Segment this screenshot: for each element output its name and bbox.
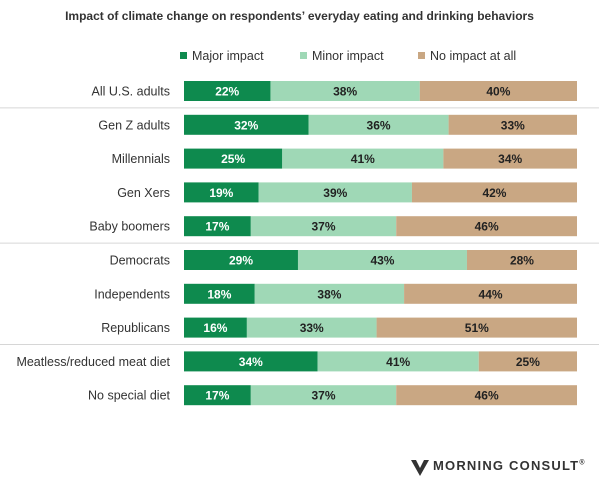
category-label: Meatless/reduced meat diet (16, 355, 170, 369)
data-label: 25% (516, 355, 540, 369)
bar-segment (466, 250, 577, 270)
bar-segment (184, 317, 247, 338)
category-label: Independents (94, 287, 170, 301)
category-label: Democrats (110, 254, 170, 268)
data-label: 41% (351, 152, 375, 166)
bar-segment (282, 148, 444, 169)
data-label: 16% (203, 321, 227, 335)
category-label: Millennials (112, 152, 170, 166)
data-label: 43% (370, 254, 394, 268)
bar-segment (297, 250, 467, 270)
data-label: 37% (311, 220, 335, 234)
data-label: 37% (311, 389, 335, 403)
bar-segment (250, 385, 397, 406)
bar-segment (317, 351, 479, 372)
data-label: 38% (333, 85, 357, 99)
data-label: 36% (367, 118, 391, 132)
category-label: Gen Xers (117, 186, 170, 200)
data-label: 39% (323, 186, 347, 200)
bar-segment (419, 81, 577, 101)
legend-label-major: Major impact (192, 49, 264, 63)
bar-segment (396, 216, 577, 237)
category-label: Republicans (101, 321, 170, 335)
bar-segment (404, 283, 577, 304)
data-label: 42% (482, 186, 506, 200)
bar-segment (478, 351, 577, 372)
category-label: No special diet (88, 389, 171, 403)
data-label: 33% (300, 321, 324, 335)
data-label: 46% (475, 220, 499, 234)
bar-segment (443, 148, 577, 169)
legend-item-major: Major impact (180, 49, 264, 63)
data-label: 38% (317, 287, 341, 301)
data-label: 29% (229, 254, 253, 268)
data-label: 28% (510, 254, 534, 268)
bar-segment (411, 182, 577, 203)
data-label: 40% (486, 85, 510, 99)
logo-text: MORNING CONSULT® (433, 458, 586, 473)
bar-segment (250, 216, 397, 237)
bar-segment (184, 114, 309, 135)
chart-title: Impact of climate change on respondents’… (65, 9, 534, 23)
bar-segment (184, 148, 283, 169)
bar-segment (376, 317, 577, 338)
category-label: All U.S. adults (91, 85, 170, 99)
bar-segment (184, 182, 259, 203)
legend-item-none: No impact at all (418, 49, 516, 63)
bar-segment (246, 317, 377, 338)
data-label: 34% (239, 355, 263, 369)
category-label: Gen Z adults (98, 118, 170, 132)
data-label: 22% (215, 85, 239, 99)
bar-segment (184, 351, 318, 372)
data-label: 44% (479, 287, 503, 301)
legend-swatch-major (180, 52, 187, 59)
data-label: 17% (205, 389, 229, 403)
data-label: 18% (207, 287, 231, 301)
data-label: 32% (234, 118, 258, 132)
data-label: 46% (475, 389, 499, 403)
morning-consult-logo-icon (411, 460, 429, 476)
legend-swatch-minor (300, 52, 307, 59)
bar-segment (184, 81, 271, 101)
data-label: 19% (209, 186, 233, 200)
bar-segment (184, 216, 251, 237)
bar-segment (258, 182, 412, 203)
data-label: 25% (221, 152, 245, 166)
bar-segment (184, 385, 251, 406)
legend-label-minor: Minor impact (312, 49, 384, 63)
bar-segment (448, 114, 577, 135)
data-label: 33% (501, 118, 525, 132)
bar-segment (308, 114, 449, 135)
bar-segment (184, 250, 298, 270)
data-label: 51% (465, 321, 489, 335)
legend-label-none: No impact at all (430, 49, 517, 63)
legend-swatch-none (418, 52, 425, 59)
data-label: 41% (386, 355, 410, 369)
data-label: 34% (498, 152, 522, 166)
category-label: Baby boomers (89, 220, 170, 234)
bar-segment (254, 283, 405, 304)
bar-segment (270, 81, 420, 101)
bar-segment (396, 385, 577, 406)
legend-item-minor: Minor impact (300, 49, 384, 63)
data-label: 17% (205, 220, 229, 234)
bar-segment (184, 283, 255, 304)
